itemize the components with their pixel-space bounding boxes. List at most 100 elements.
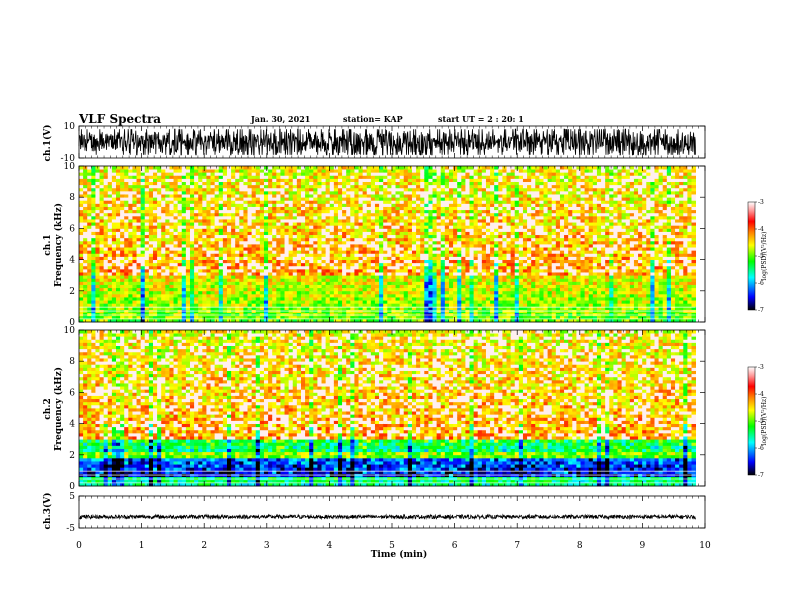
spectrogram-cell bbox=[428, 238, 433, 242]
spectrogram-cell bbox=[297, 288, 302, 292]
spectrogram-cell bbox=[326, 225, 331, 229]
spectrogram-cell bbox=[186, 266, 191, 270]
spectrogram-cell bbox=[470, 250, 475, 254]
spectrogram-cell bbox=[433, 294, 438, 298]
spectrogram-cell bbox=[157, 285, 162, 289]
spectrogram-cell bbox=[293, 166, 298, 170]
spectrogram-cell bbox=[268, 250, 273, 254]
spectrogram-cell bbox=[194, 219, 199, 223]
spectrogram-cell bbox=[194, 281, 199, 285]
spectrogram-cell bbox=[338, 260, 343, 264]
spectrogram-cell bbox=[285, 194, 290, 198]
spectrogram-cell bbox=[243, 297, 248, 301]
spectrogram-cell bbox=[95, 266, 100, 270]
spectrogram-cell bbox=[424, 297, 429, 301]
spectrogram-cell bbox=[424, 228, 429, 232]
spectrogram-cell bbox=[223, 200, 228, 204]
spectrogram-cell bbox=[289, 222, 294, 226]
spectrogram-cell bbox=[387, 213, 392, 217]
spectrogram-cell bbox=[359, 256, 364, 260]
spectrogram-cell bbox=[95, 191, 100, 195]
spectrogram-cell bbox=[408, 216, 413, 220]
spectrogram-cell bbox=[272, 235, 277, 239]
spectrogram-cell bbox=[293, 297, 298, 301]
spectrogram-cell bbox=[104, 200, 109, 204]
spectrogram-cell bbox=[264, 169, 269, 173]
spectrogram-cell bbox=[169, 228, 174, 232]
spectrogram-cell bbox=[346, 213, 351, 217]
spectrogram-cell bbox=[186, 203, 191, 207]
spectrogram-cell bbox=[465, 278, 470, 282]
spectrogram-cell bbox=[391, 253, 396, 257]
spectrogram-cell bbox=[461, 247, 466, 251]
spectrogram-cell bbox=[153, 228, 158, 232]
spectrogram-cell bbox=[433, 303, 438, 307]
spectrogram-cell bbox=[243, 278, 248, 282]
spectrogram-cell bbox=[219, 213, 224, 217]
spectrogram-cell bbox=[206, 188, 211, 192]
spectrogram-cell bbox=[375, 313, 380, 317]
spectrogram-cell bbox=[379, 303, 384, 307]
spectrogram-cell bbox=[354, 303, 359, 307]
spectrogram-cell bbox=[211, 250, 216, 254]
spectrogram-cell bbox=[453, 244, 458, 248]
spectrogram-cell bbox=[83, 266, 88, 270]
spectrogram-cell bbox=[235, 207, 240, 211]
spectrogram-cell bbox=[264, 250, 269, 254]
spectrogram-cell bbox=[120, 253, 125, 257]
spectrogram-cell bbox=[408, 263, 413, 267]
spectrogram-cell bbox=[149, 260, 154, 264]
spectrogram-cell bbox=[174, 256, 179, 260]
spectrogram-cell bbox=[437, 313, 442, 317]
spectrogram-cell bbox=[297, 213, 302, 217]
spectrogram-cell bbox=[338, 175, 343, 179]
spectrogram-cell bbox=[132, 250, 137, 254]
spectrogram-cell bbox=[137, 232, 142, 236]
spectrogram-cell bbox=[412, 203, 417, 207]
spectrogram-cell bbox=[317, 272, 322, 276]
spectrogram-cell bbox=[79, 175, 84, 179]
spectrogram-cell bbox=[108, 269, 113, 273]
spectrogram-cell bbox=[354, 194, 359, 198]
spectrogram-cell bbox=[227, 219, 232, 223]
spectrogram-cell bbox=[276, 288, 281, 292]
spectrogram-cell bbox=[231, 291, 236, 295]
spectrogram-cell bbox=[433, 185, 438, 189]
spectrogram-cell bbox=[141, 250, 146, 254]
spectrogram-cell bbox=[383, 244, 388, 248]
spectrogram-cell bbox=[276, 253, 281, 257]
spectrogram-cell bbox=[285, 169, 290, 173]
spectrogram-cell bbox=[391, 178, 396, 182]
spectrogram-cell bbox=[169, 197, 174, 201]
spectrogram-cell bbox=[174, 178, 179, 182]
spectrogram-cell bbox=[404, 253, 409, 257]
spectrogram-cell bbox=[227, 260, 232, 264]
spectrogram-cell bbox=[211, 253, 216, 257]
spectrogram-cell bbox=[383, 238, 388, 242]
spectrogram-cell bbox=[457, 222, 462, 226]
spectrogram-cell bbox=[313, 260, 318, 264]
spectrogram-cell bbox=[350, 194, 355, 198]
spectrogram-cell bbox=[297, 272, 302, 276]
spectrogram-cell bbox=[223, 260, 228, 264]
spectrogram-cell bbox=[441, 219, 446, 223]
spectrogram-cell bbox=[153, 200, 158, 204]
spectrogram-cell bbox=[309, 203, 314, 207]
spectrogram-cell bbox=[128, 185, 133, 189]
spectrogram-cell bbox=[309, 191, 314, 195]
spectrogram-cell bbox=[272, 313, 277, 317]
spectrogram-cell bbox=[87, 291, 92, 295]
spectrogram-cell bbox=[137, 178, 142, 182]
spectrogram-cell bbox=[128, 281, 133, 285]
spectrogram-cell bbox=[322, 253, 327, 257]
spectrogram-cell bbox=[264, 253, 269, 257]
spectrogram-cell bbox=[396, 232, 401, 236]
spectrogram-cell bbox=[95, 275, 100, 279]
spectrogram-cell bbox=[215, 200, 220, 204]
spectrogram-cell bbox=[91, 175, 96, 179]
spectrogram-cell bbox=[83, 297, 88, 301]
spectrogram-cell bbox=[260, 291, 265, 295]
spectrogram-cell bbox=[383, 203, 388, 207]
spectrogram-cell bbox=[231, 266, 236, 270]
spectrogram-cell bbox=[231, 207, 236, 211]
